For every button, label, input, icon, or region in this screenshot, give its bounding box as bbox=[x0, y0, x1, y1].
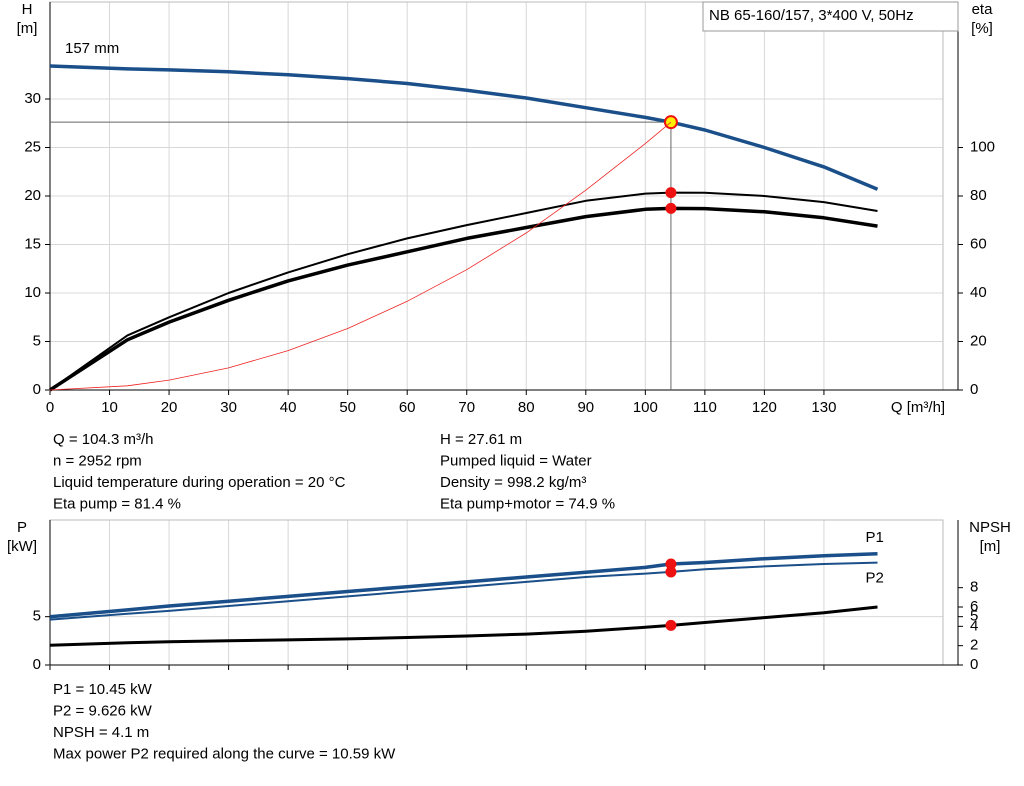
x-tick-label: 10 bbox=[101, 399, 118, 416]
y2-tick-label: 6 bbox=[970, 598, 978, 615]
y-tick-label: 0 bbox=[33, 656, 41, 673]
plot-frame bbox=[49, 519, 944, 666]
series-label: P1 bbox=[866, 529, 884, 546]
x-tick-label: 40 bbox=[280, 399, 297, 416]
series-label: 157 mm bbox=[65, 40, 119, 57]
y2-axis-label: [%] bbox=[971, 20, 993, 37]
info-text: Pumped liquid = Water bbox=[440, 452, 592, 469]
series-line bbox=[49, 552, 878, 619]
duty-marker bbox=[665, 187, 677, 199]
chart-title: NB 65-160/157, 3*400 V, 50Hz bbox=[709, 7, 914, 24]
y2-tick-label: 20 bbox=[970, 332, 987, 349]
series-label: P2 bbox=[866, 570, 884, 587]
info-text: P1 = 10.45 kW bbox=[53, 681, 153, 698]
x-tick-label: 30 bbox=[220, 399, 237, 416]
y-tick-label: 0 bbox=[33, 381, 41, 398]
y-tick-label: 30 bbox=[24, 90, 41, 107]
x-axis-label: Q [m³/h] bbox=[891, 399, 945, 416]
y-tick-label: 10 bbox=[24, 284, 41, 301]
x-tick-label: 100 bbox=[633, 399, 658, 416]
y2-tick-label: 100 bbox=[970, 138, 995, 155]
y-tick-label: 5 bbox=[33, 332, 41, 349]
title-box bbox=[702, 1, 959, 32]
info-text: Max power P2 required along the curve = … bbox=[53, 745, 396, 762]
y2-axis-label: eta bbox=[972, 1, 994, 18]
series-line bbox=[49, 64, 879, 191]
x-tick-label: 60 bbox=[399, 399, 416, 416]
info-text: NPSH = 4.1 m bbox=[53, 724, 149, 741]
y2-tick-label: 0 bbox=[970, 656, 978, 673]
duty-marker bbox=[665, 558, 677, 570]
y-tick-label: 15 bbox=[24, 235, 41, 252]
y-axis-label: [m] bbox=[17, 20, 38, 37]
info-text: P2 = 9.626 kW bbox=[53, 702, 153, 719]
x-tick-label: 0 bbox=[46, 399, 54, 416]
y-tick-label: 5 bbox=[33, 608, 41, 625]
y2-tick-label: 80 bbox=[970, 187, 987, 204]
info-text: Density = 998.2 kg/m³ bbox=[440, 474, 586, 491]
y2-tick-label: 5 bbox=[970, 608, 978, 625]
info-text: Liquid temperature during operation = 20… bbox=[53, 474, 346, 491]
y-tick-label: 25 bbox=[24, 138, 41, 155]
series-line bbox=[49, 561, 878, 621]
info-text: n = 2952 rpm bbox=[53, 452, 142, 469]
series-line bbox=[49, 121, 672, 391]
x-tick-label: 20 bbox=[161, 399, 178, 416]
y2-tick-label: 60 bbox=[970, 235, 987, 252]
info-text: Eta pump = 81.4 % bbox=[53, 495, 181, 512]
y2-tick-label: 2 bbox=[970, 637, 978, 654]
x-tick-label: 70 bbox=[458, 399, 475, 416]
duty-marker bbox=[665, 202, 677, 214]
x-tick-label: 110 bbox=[693, 399, 717, 416]
x-tick-label: 80 bbox=[518, 399, 535, 416]
series-line bbox=[49, 206, 878, 392]
series-line bbox=[49, 191, 878, 391]
y2-tick-label: 0 bbox=[970, 381, 978, 398]
y2-tick-label: 8 bbox=[970, 579, 978, 596]
y-axis-label: [kW] bbox=[7, 538, 37, 555]
x-tick-label: 120 bbox=[752, 399, 777, 416]
series-line bbox=[49, 605, 878, 647]
x-tick-label: 50 bbox=[339, 399, 356, 416]
x-tick-label: 130 bbox=[811, 399, 836, 416]
y2-tick-label: 4 bbox=[970, 617, 978, 634]
y2-axis-label: NPSH bbox=[969, 519, 1011, 536]
duty-marker bbox=[665, 619, 677, 631]
info-text: H = 27.61 m bbox=[440, 431, 522, 448]
x-tick-label: 90 bbox=[577, 399, 594, 416]
y-axis-label: H bbox=[22, 1, 33, 18]
info-text: Q = 104.3 m³/h bbox=[53, 431, 153, 448]
y-axis-label: P bbox=[17, 519, 27, 536]
duty-marker bbox=[663, 115, 678, 130]
info-text: Eta pump+motor = 74.9 % bbox=[440, 495, 615, 512]
y-tick-label: 20 bbox=[24, 187, 41, 204]
y2-tick-label: 40 bbox=[970, 284, 987, 301]
y2-axis-label: [m] bbox=[980, 538, 1001, 555]
duty-marker bbox=[665, 566, 677, 578]
